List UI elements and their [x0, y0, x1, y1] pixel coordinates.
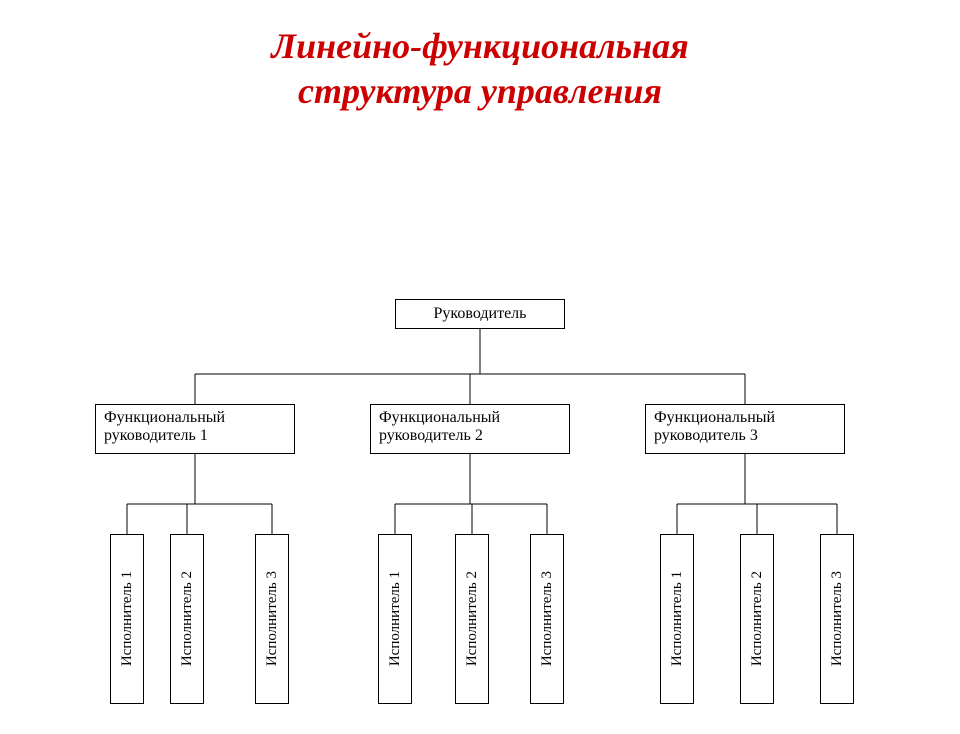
manager-node-2-line-2: руководитель 2 [379, 427, 483, 445]
executor-node-1-1-label: Исполнитель 1 [119, 571, 136, 666]
executor-node-2-3-label: Исполнитель 3 [539, 571, 556, 666]
executor-node-3-1: Исполнитель 1 [660, 534, 694, 704]
executor-node-2-3: Исполнитель 3 [530, 534, 564, 704]
executor-node-1-3: Исполнитель 3 [255, 534, 289, 704]
executor-node-2-1: Исполнитель 1 [378, 534, 412, 704]
executor-node-3-2: Исполнитель 2 [740, 534, 774, 704]
executor-node-3-3-label: Исполнитель 3 [829, 571, 846, 666]
root-node: Руководитель [395, 299, 565, 329]
page-title: Линейно-функциональная структура управле… [0, 0, 960, 114]
org-chart: РуководительФункциональныйруководитель 1… [0, 114, 960, 734]
manager-node-3: Функциональныйруководитель 3 [645, 404, 845, 454]
executor-node-1-2-label: Исполнитель 2 [179, 571, 196, 666]
manager-node-1-line-2: руководитель 1 [104, 427, 208, 445]
executor-node-1-2: Исполнитель 2 [170, 534, 204, 704]
executor-node-3-2-label: Исполнитель 2 [749, 571, 766, 666]
executor-node-1-3-label: Исполнитель 3 [264, 571, 281, 666]
executor-node-2-2: Исполнитель 2 [455, 534, 489, 704]
title-line-1: Линейно-функциональная [271, 26, 688, 66]
executor-node-3-3: Исполнитель 3 [820, 534, 854, 704]
manager-node-2-line-1: Функциональный [379, 409, 500, 427]
manager-node-2: Функциональныйруководитель 2 [370, 404, 570, 454]
executor-node-2-2-label: Исполнитель 2 [464, 571, 481, 666]
executor-node-1-1: Исполнитель 1 [110, 534, 144, 704]
executor-node-3-1-label: Исполнитель 1 [669, 571, 686, 666]
manager-node-3-line-2: руководитель 3 [654, 427, 758, 445]
manager-node-1: Функциональныйруководитель 1 [95, 404, 295, 454]
title-line-2: структура управления [298, 71, 662, 111]
executor-node-2-1-label: Исполнитель 1 [387, 571, 404, 666]
manager-node-3-line-1: Функциональный [654, 409, 775, 427]
manager-node-1-line-1: Функциональный [104, 409, 225, 427]
